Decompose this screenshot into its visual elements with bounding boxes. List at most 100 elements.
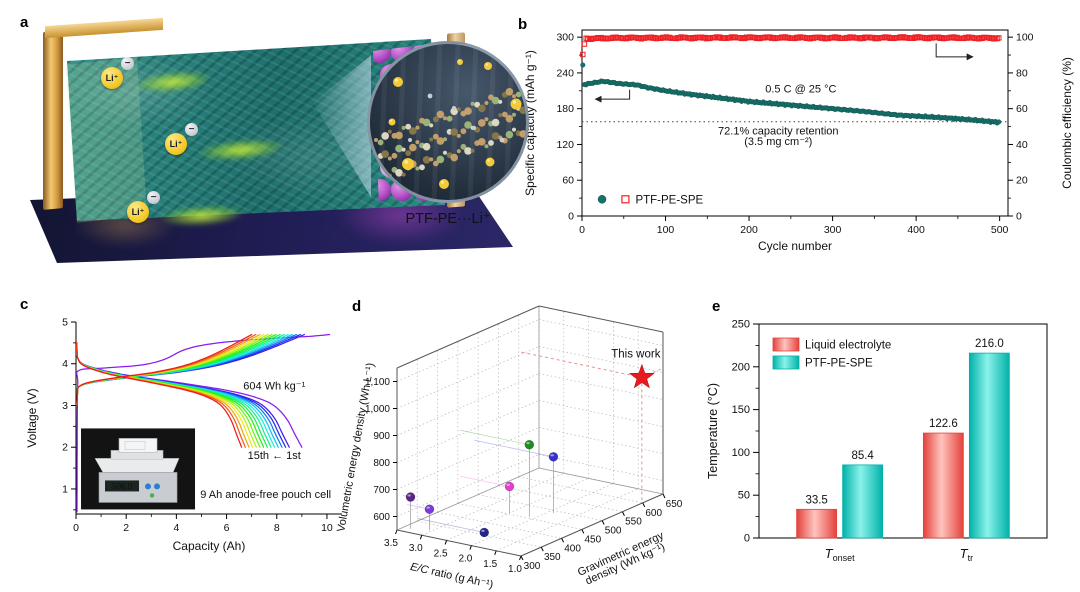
svg-text:60: 60	[1016, 103, 1028, 115]
bar-ptf-pe-spe	[968, 352, 1010, 539]
li-ion-sphere	[393, 77, 403, 87]
inset-caption-annotation: 9 Ah anode-free pouch cell	[200, 489, 331, 501]
svg-text:900: 900	[373, 431, 390, 442]
legend: Liquid electrolyte PTF-PE-SPE	[772, 337, 891, 370]
data-points	[403, 429, 559, 538]
polymer-chain	[374, 83, 526, 146]
anion-badge: −	[147, 191, 160, 204]
bar-value-label: 122.6	[929, 418, 958, 430]
svg-text:6: 6	[224, 522, 230, 534]
svg-text:800: 800	[373, 458, 390, 469]
li-ion-label: Li⁺	[131, 206, 145, 217]
svg-text:3.0: 3.0	[409, 543, 423, 554]
li-ion-sphere	[510, 98, 522, 110]
svg-text:600: 600	[373, 512, 390, 523]
svg-text:200: 200	[740, 224, 758, 236]
svg-text:0: 0	[579, 224, 585, 236]
svg-text:500: 500	[605, 526, 622, 537]
svg-text:0: 0	[744, 533, 750, 545]
li-ion-sphere	[485, 157, 495, 167]
grid-3d	[396, 306, 664, 557]
molecular-zoom-inset	[367, 41, 529, 203]
li-ion-badge: Li⁺ −	[165, 123, 198, 155]
y-axis-label-left: Specific capacity (mAh g⁻¹)	[523, 50, 537, 196]
svg-text:2.5: 2.5	[434, 548, 448, 559]
svg-text:5: 5	[62, 317, 68, 329]
svg-text:40: 40	[1016, 139, 1028, 151]
svg-text:600: 600	[645, 508, 662, 519]
anion-label: −	[150, 192, 157, 203]
bar-value-label: 216.0	[975, 338, 1004, 350]
polymer-chain	[374, 125, 526, 185]
svg-text:2.0: 2.0	[458, 554, 472, 565]
svg-text:3: 3	[62, 400, 68, 412]
legend-entry-label: PTF-PE-SPE	[805, 358, 873, 370]
cycle-order-annotation: 15th ← 1st	[248, 450, 301, 462]
svg-text:4: 4	[62, 358, 68, 370]
svg-text:2: 2	[123, 522, 129, 534]
svg-text:80: 80	[1016, 67, 1028, 79]
bar-ptf-pe-spe	[842, 464, 884, 539]
panel-c-label: c	[20, 296, 29, 313]
svg-text:2: 2	[62, 442, 68, 454]
bar-liquid-electrolyte	[796, 508, 838, 539]
polymer-chain-art	[374, 44, 526, 200]
anion-badge: −	[185, 123, 198, 136]
cycling-performance-chart: 0 100 200 300 400 500 0 60 120 180 240 300 0 20 40 60 80…	[523, 29, 1074, 253]
this-work-star	[628, 363, 655, 389]
svg-text:200: 200	[732, 361, 750, 373]
li-ion-sphere	[457, 59, 463, 65]
right-axis-arrow	[935, 43, 974, 61]
svg-text:150: 150	[732, 404, 750, 416]
bar-value-label: 85.4	[851, 450, 874, 462]
svg-text:250: 250	[732, 319, 750, 331]
svg-text:500: 500	[991, 224, 1009, 236]
battery-schematic: Li⁺ − Li⁺ − Li⁺ − PTF-PE···Li⁺	[15, 15, 529, 265]
scale-display-value: 506.0	[112, 482, 133, 491]
svg-text:1.5: 1.5	[483, 559, 497, 570]
category-label: Ttr	[960, 546, 973, 563]
svg-text:120: 120	[556, 139, 574, 151]
svg-text:450: 450	[585, 534, 602, 545]
li-ion-label: Li⁺	[105, 72, 119, 83]
svg-text:400: 400	[564, 543, 581, 554]
panel-d-label: d	[352, 298, 362, 315]
svg-text:650: 650	[666, 499, 683, 510]
y-axis-label: Temperature (°C)	[706, 383, 720, 479]
li-ion-badge: Li⁺ −	[101, 57, 134, 89]
inset-caption: PTF-PE···Li⁺	[405, 211, 491, 227]
svg-text:1,100: 1,100	[365, 377, 390, 388]
small-atom-sphere	[452, 106, 456, 110]
legend-swatch	[772, 337, 800, 352]
y-axis-label-right: Coulombic efficiency (%)	[1060, 57, 1074, 189]
legend-entry-label: Liquid electrolyte	[805, 340, 891, 352]
svg-text:100: 100	[657, 224, 675, 236]
legend-label: PTF-PE-SPE	[635, 194, 703, 206]
svg-text:60: 60	[562, 175, 574, 187]
temperature-bar-chart: 0 50 100 150 200 250 Temperature (°C) 33.5 85.4 1…	[706, 319, 1048, 563]
anion-label: −	[188, 124, 195, 135]
legend-capacity-marker	[597, 195, 607, 204]
svg-text:0: 0	[1016, 211, 1022, 223]
svg-text:350: 350	[544, 552, 561, 563]
svg-text:1: 1	[62, 483, 68, 495]
svg-text:1.0: 1.0	[508, 564, 522, 575]
cycle-curves	[75, 333, 331, 513]
this-work-label: This work	[611, 348, 660, 360]
anion-label: −	[124, 58, 131, 69]
svg-text:550: 550	[625, 517, 642, 528]
panel-a-label: a	[20, 14, 29, 31]
bars: 33.5 85.4 122.6 216.0	[796, 338, 1010, 539]
li-ion-sphere	[402, 158, 414, 170]
svg-text:180: 180	[556, 103, 574, 115]
svg-text:700: 700	[373, 485, 390, 496]
category-label: Tonset	[825, 546, 855, 563]
small-atom-sphere	[471, 125, 477, 131]
panel-b-label: b	[518, 16, 528, 33]
svg-text:1,000: 1,000	[365, 404, 390, 415]
svg-text:20: 20	[1016, 175, 1028, 187]
y-axis-label: Voltage (V)	[25, 388, 39, 447]
energy-annotation: 604 Wh kg⁻¹	[243, 381, 305, 393]
panel-e-label: e	[712, 298, 721, 315]
